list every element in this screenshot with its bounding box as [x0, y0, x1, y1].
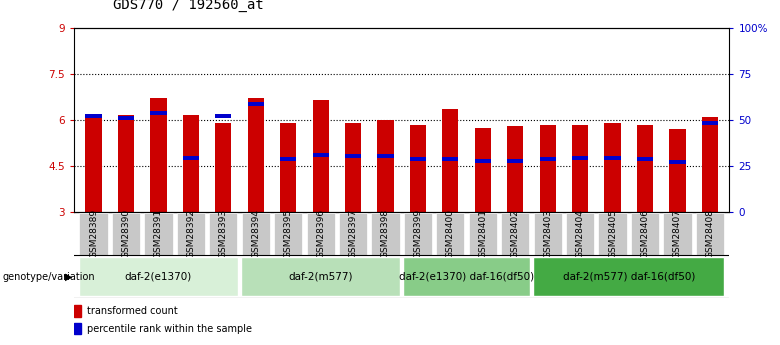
- Bar: [74, 306, 81, 317]
- Bar: [669, 160, 686, 165]
- Text: GSM28396: GSM28396: [316, 209, 325, 258]
- Bar: [280, 157, 296, 161]
- FancyBboxPatch shape: [339, 213, 367, 255]
- Bar: [313, 153, 328, 157]
- Text: GSM28402: GSM28402: [511, 209, 519, 258]
- Text: GSM28408: GSM28408: [705, 209, 714, 258]
- FancyBboxPatch shape: [631, 213, 659, 255]
- Text: genotype/variation: genotype/variation: [2, 272, 95, 282]
- FancyBboxPatch shape: [501, 213, 530, 255]
- Bar: [702, 120, 718, 125]
- Bar: [247, 98, 264, 212]
- FancyBboxPatch shape: [663, 213, 692, 255]
- Bar: [604, 123, 621, 212]
- FancyBboxPatch shape: [241, 257, 400, 296]
- Text: GSM28389: GSM28389: [89, 209, 98, 258]
- Bar: [636, 125, 653, 212]
- Bar: [345, 123, 361, 212]
- Text: daf-2(m577): daf-2(m577): [289, 272, 353, 282]
- Bar: [702, 117, 718, 212]
- FancyBboxPatch shape: [469, 213, 497, 255]
- Bar: [215, 114, 232, 118]
- FancyBboxPatch shape: [534, 213, 562, 255]
- Text: percentile rank within the sample: percentile rank within the sample: [87, 324, 251, 334]
- Text: daf-2(e1370): daf-2(e1370): [125, 272, 192, 282]
- Text: ▶: ▶: [65, 272, 73, 282]
- FancyBboxPatch shape: [404, 213, 432, 255]
- Bar: [410, 157, 426, 161]
- Bar: [636, 157, 653, 161]
- FancyBboxPatch shape: [696, 213, 724, 255]
- Bar: [118, 115, 134, 212]
- Bar: [442, 109, 459, 212]
- Text: daf-2(m577) daf-16(df50): daf-2(m577) daf-16(df50): [562, 272, 695, 282]
- Bar: [572, 125, 588, 212]
- FancyBboxPatch shape: [598, 213, 626, 255]
- Bar: [313, 100, 328, 212]
- Bar: [378, 154, 394, 158]
- Text: GSM28393: GSM28393: [219, 209, 228, 258]
- Bar: [572, 156, 588, 160]
- Text: GDS770 / 192560_at: GDS770 / 192560_at: [113, 0, 264, 12]
- Bar: [410, 125, 426, 212]
- Bar: [345, 154, 361, 158]
- FancyBboxPatch shape: [80, 213, 108, 255]
- FancyBboxPatch shape: [242, 213, 270, 255]
- Text: GSM28398: GSM28398: [381, 209, 390, 258]
- Bar: [669, 129, 686, 212]
- Bar: [118, 116, 134, 120]
- Text: GSM28407: GSM28407: [673, 209, 682, 258]
- Text: GSM28403: GSM28403: [543, 209, 552, 258]
- Text: GSM28390: GSM28390: [122, 209, 130, 258]
- Bar: [280, 123, 296, 212]
- FancyBboxPatch shape: [144, 213, 172, 255]
- Bar: [507, 159, 523, 163]
- Bar: [442, 157, 459, 161]
- FancyBboxPatch shape: [274, 213, 303, 255]
- FancyBboxPatch shape: [436, 213, 464, 255]
- FancyBboxPatch shape: [371, 213, 399, 255]
- Bar: [86, 114, 101, 212]
- Text: GSM28401: GSM28401: [478, 209, 488, 258]
- Text: GSM28406: GSM28406: [640, 209, 650, 258]
- Bar: [604, 156, 621, 160]
- Text: GSM28392: GSM28392: [186, 209, 195, 258]
- Bar: [151, 111, 167, 115]
- Text: GSM28405: GSM28405: [608, 209, 617, 258]
- Bar: [183, 156, 199, 160]
- Text: transformed count: transformed count: [87, 306, 177, 316]
- FancyBboxPatch shape: [112, 213, 140, 255]
- FancyBboxPatch shape: [566, 213, 594, 255]
- FancyBboxPatch shape: [533, 257, 725, 296]
- Bar: [378, 120, 394, 212]
- Bar: [74, 323, 81, 335]
- FancyBboxPatch shape: [403, 257, 530, 296]
- Text: GSM28400: GSM28400: [446, 209, 455, 258]
- Bar: [540, 125, 556, 212]
- Bar: [540, 157, 556, 161]
- FancyBboxPatch shape: [79, 257, 238, 296]
- Bar: [247, 102, 264, 106]
- Bar: [475, 159, 491, 163]
- FancyBboxPatch shape: [307, 213, 335, 255]
- Text: GSM28399: GSM28399: [413, 209, 423, 258]
- Text: daf-2(e1370) daf-16(df50): daf-2(e1370) daf-16(df50): [399, 272, 534, 282]
- Text: GSM28397: GSM28397: [349, 209, 357, 258]
- Bar: [151, 98, 167, 212]
- FancyBboxPatch shape: [209, 213, 237, 255]
- Text: GSM28404: GSM28404: [576, 209, 584, 258]
- FancyBboxPatch shape: [177, 213, 205, 255]
- Bar: [507, 126, 523, 212]
- Bar: [475, 128, 491, 212]
- Text: GSM28395: GSM28395: [284, 209, 292, 258]
- Bar: [183, 115, 199, 212]
- Text: GSM28391: GSM28391: [154, 209, 163, 258]
- Text: GSM28394: GSM28394: [251, 209, 261, 258]
- Bar: [215, 123, 232, 212]
- Bar: [86, 114, 101, 118]
